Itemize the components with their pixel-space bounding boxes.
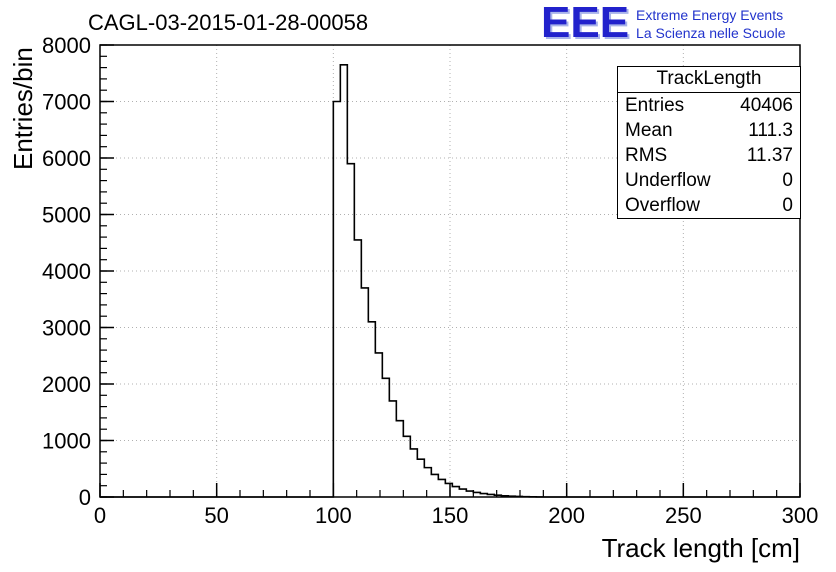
y-tick-label: 1000 [42,429,91,454]
x-axis-title: Track length [cm] [601,533,800,563]
y-tick-label: 2000 [42,372,91,397]
stats-box: TrackLength Entries 40406 Mean 111.3 RMS… [617,66,801,219]
stats-row-mean: Mean 111.3 [618,118,800,143]
axis-ticks [99,44,801,498]
eee-logo: EEE Extreme Energy Events La Scienza nel… [541,0,785,47]
y-tick-label: 3000 [42,316,91,341]
stats-label: Mean [625,120,673,141]
stats-label: RMS [625,145,668,166]
x-tick-label: 100 [315,503,352,528]
histogram-line [100,63,800,498]
y-tick-label: 0 [79,485,91,510]
y-tick-label: 8000 [42,33,91,58]
eee-logo-acronym: EEE [541,0,630,47]
y-tick-label: 7000 [42,90,91,115]
eee-logo-line1: Extreme Energy Events [636,7,784,23]
eee-logo-text: Extreme Energy Events La Scienza nelle S… [636,3,785,42]
stats-value: 40406 [740,95,793,116]
eee-logo-line2: La Scienza nelle Scuole [636,25,786,41]
stats-label: Overflow [625,195,700,216]
stats-value: 111.3 [748,120,793,141]
stats-value: 11.37 [746,145,793,166]
x-tick-label: 50 [204,503,228,528]
stats-box-title: TrackLength [618,67,800,93]
stats-row-rms: RMS 11.37 [618,143,800,168]
x-tick-label: 0 [94,503,106,528]
plot-title: CAGL-03-2015-01-28-00058 [88,10,369,35]
stats-row-underflow: Underflow 0 [618,168,800,193]
x-tick-label: 300 [782,503,819,528]
axis-tick-labels: 0 50 100 150 200 250 3000100020003000400050006… [42,33,818,528]
x-tick-label: 150 [432,503,469,528]
y-tick-label: 6000 [42,146,91,171]
stats-row-entries: Entries 40406 [618,93,800,118]
y-axis-title: Entries/bin [8,47,38,170]
stats-label: Entries [625,95,685,116]
x-tick-label: 200 [548,503,585,528]
y-tick-label: 5000 [42,203,91,228]
y-tick-label: 4000 [42,259,91,284]
x-tick-label: 250 [665,503,702,528]
stats-row-overflow: Overflow 0 [618,193,800,218]
stats-value: 0 [782,170,793,191]
stats-label: Underflow [625,170,711,191]
stats-value: 0 [782,195,793,216]
